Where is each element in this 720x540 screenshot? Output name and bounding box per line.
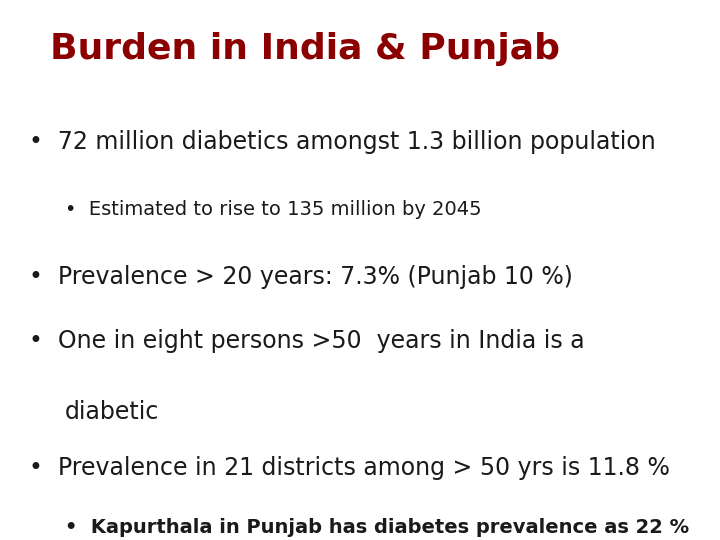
Text: •  72 million diabetics amongst 1.3 billion population: • 72 million diabetics amongst 1.3 billi… [29,130,655,153]
Text: •  Prevalence > 20 years: 7.3% (Punjab 10 %): • Prevalence > 20 years: 7.3% (Punjab 10… [29,265,572,288]
Text: diabetic: diabetic [65,400,159,423]
Text: •  Kapurthala in Punjab has diabetes prevalence as 22 %: • Kapurthala in Punjab has diabetes prev… [65,518,689,537]
Text: •  Prevalence in 21 districts among > 50 yrs is 11.8 %: • Prevalence in 21 districts among > 50 … [29,456,670,480]
Text: Burden in India & Punjab: Burden in India & Punjab [50,32,560,66]
Text: •  Estimated to rise to 135 million by 2045: • Estimated to rise to 135 million by 20… [65,200,482,219]
Text: •  One in eight persons >50  years in India is a: • One in eight persons >50 years in Indi… [29,329,585,353]
